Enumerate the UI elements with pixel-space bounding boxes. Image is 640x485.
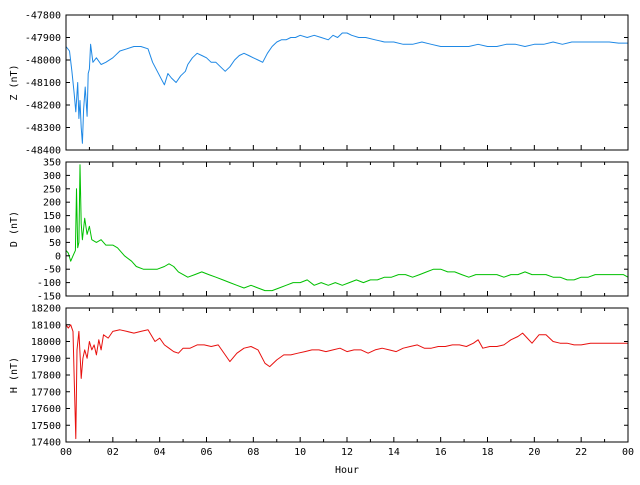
d-y-axis-label: D (nT) (9, 211, 20, 247)
x-tick-label: 20 (528, 447, 540, 458)
z-y-tick-label: -47800 (25, 11, 61, 22)
h-y-tick-label: 18200 (31, 304, 61, 315)
h-y-tick-label: 17900 (31, 354, 61, 365)
h-y-tick-label: 17800 (31, 371, 61, 382)
x-tick-label: 00 (60, 447, 72, 458)
h-plot-frame (65, 307, 629, 443)
z-y-tick-label: -48000 (25, 56, 61, 67)
d-y-tick-label: 250 (43, 184, 61, 195)
z-series-line (65, 32, 628, 144)
x-tick-label: 00 (622, 447, 634, 458)
d-y-tick-label: -50 (43, 265, 61, 276)
h-y-tick-label: 17600 (31, 404, 61, 415)
d-series-line (65, 164, 629, 292)
x-tick-label: 18 (481, 447, 493, 458)
x-tick-label: 08 (247, 447, 259, 458)
x-axis-label: Hour (335, 465, 359, 476)
x-tick-label: 10 (294, 447, 306, 458)
h-y-tick-label: 17500 (31, 421, 61, 432)
x-tick-label: 06 (200, 447, 212, 458)
x-tick-label: 16 (435, 447, 447, 458)
d-y-tick-label: 100 (43, 225, 61, 236)
h-y-tick-label: 18100 (31, 320, 61, 331)
d-y-tick-label: 0 (55, 251, 61, 262)
h-y-tick-label: 17400 (31, 438, 61, 449)
z-y-tick-label: -48400 (25, 146, 61, 157)
d-y-tick-label: 350 (43, 158, 61, 169)
d-y-tick-label: -150 (37, 292, 61, 303)
x-tick-label: 04 (154, 447, 166, 458)
z-y-tick-label: -47900 (25, 33, 61, 44)
z-plot-frame (65, 14, 629, 151)
d-y-tick-label: -100 (37, 278, 61, 289)
x-tick-label: 02 (107, 447, 119, 458)
z-y-axis-label: Z (nT) (9, 64, 20, 100)
d-y-tick-label: 50 (49, 238, 61, 249)
x-tick-label: 12 (341, 447, 353, 458)
h-y-tick-label: 18000 (31, 337, 61, 348)
z-y-tick-label: -48100 (25, 78, 61, 89)
d-y-tick-label: 150 (43, 211, 61, 222)
z-y-tick-label: -48200 (25, 101, 61, 112)
x-tick-label: 14 (388, 447, 400, 458)
d-y-tick-label: 300 (43, 171, 61, 182)
h-y-tick-label: 17700 (31, 387, 61, 398)
x-tick-label: 22 (575, 447, 587, 458)
d-y-tick-label: 200 (43, 198, 61, 209)
d-plot-frame (65, 161, 629, 297)
h-y-axis-label: H (nT) (9, 357, 20, 393)
h-series-line (65, 324, 628, 440)
z-y-tick-label: -48300 (25, 123, 61, 134)
